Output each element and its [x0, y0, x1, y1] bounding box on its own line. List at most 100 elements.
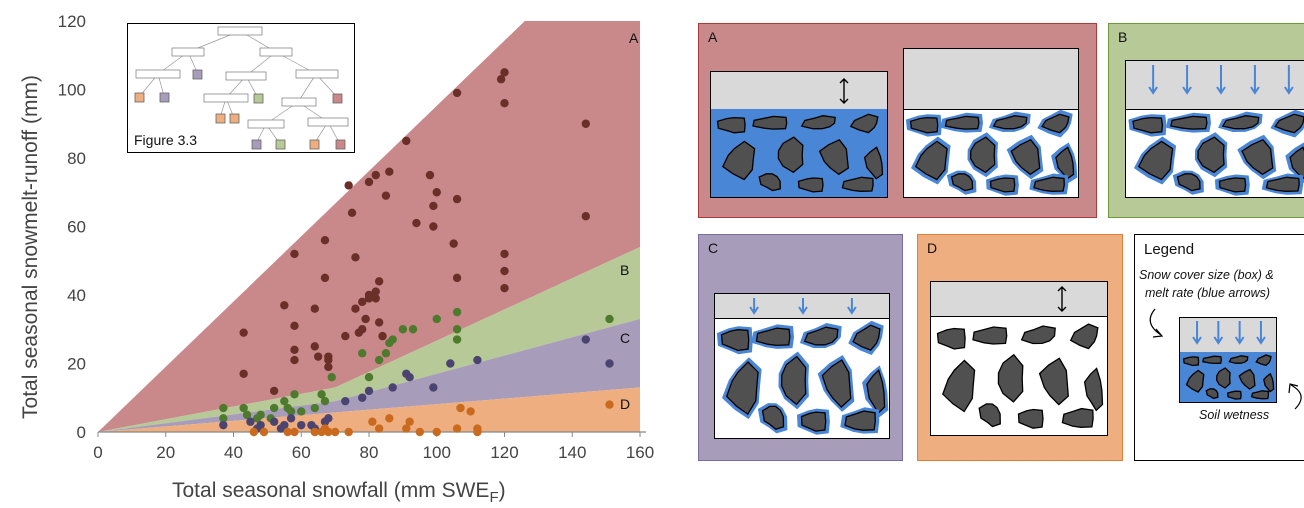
point-b [374, 355, 384, 365]
rock-particle [725, 361, 759, 416]
rock-particle [821, 359, 852, 409]
rock-particle [936, 327, 966, 350]
point-a [429, 222, 438, 231]
point-d [249, 427, 259, 437]
point-a [358, 325, 367, 334]
melt-arrows-icon [1148, 65, 1294, 95]
rock-particle [1182, 356, 1200, 367]
point-a [412, 218, 421, 228]
soil-wet-icon [711, 109, 887, 197]
point-a [324, 362, 333, 372]
point-d [283, 427, 292, 437]
point-d [456, 403, 465, 413]
point-b [358, 349, 367, 358]
rock-particle [1069, 323, 1099, 350]
point-d [385, 414, 394, 423]
point-a [425, 170, 435, 180]
point-c [405, 373, 414, 382]
rock-particle [1255, 354, 1272, 367]
melt-arrow [1256, 321, 1266, 345]
panel-a-pane-1 [710, 71, 888, 198]
panel-d-pane [930, 281, 1108, 436]
point-d [310, 427, 319, 437]
panel-d-label: D [927, 240, 938, 256]
point-b [242, 410, 252, 420]
rock-particle [720, 329, 750, 352]
point-d [368, 417, 377, 426]
x-tick-label: 20 [156, 443, 175, 462]
point-c [286, 414, 296, 423]
point-a [290, 321, 299, 331]
point-d [324, 427, 333, 437]
inset-decision-tree: Figure 3.3 [127, 23, 355, 153]
scatter-chart: 0 20 40 60 80 100 120 140 160 0 20 40 60 80 100 120 A B… [19, 12, 654, 506]
rock-particle [1185, 369, 1205, 393]
point-c [256, 420, 265, 430]
rock-particle [1238, 368, 1256, 390]
point-a [500, 266, 509, 276]
soil-partial-icon [716, 320, 889, 435]
x-tick-label: 60 [292, 443, 311, 462]
point-d [374, 424, 384, 433]
double-arrow-icon [839, 78, 849, 104]
point-a [429, 201, 438, 211]
point-a [581, 119, 590, 128]
soil-partial-icon [905, 109, 1078, 196]
point-b [408, 325, 418, 334]
point-b [290, 390, 299, 399]
soil-partial-icon [1128, 109, 1304, 196]
rock-particle [1227, 390, 1242, 400]
point-d [605, 400, 614, 409]
point-b [452, 325, 462, 334]
snow-cover-box [931, 282, 1107, 317]
point-b [310, 403, 319, 413]
point-c [446, 359, 455, 368]
point-a [432, 188, 441, 197]
x-tick-label: 160 [626, 443, 654, 462]
rock-particle [1010, 138, 1041, 176]
point-a [364, 177, 374, 187]
rock-particle [863, 146, 884, 180]
melt-arrow [1284, 65, 1294, 95]
region-label-d: D [620, 396, 630, 412]
point-d [405, 417, 414, 426]
point-c [605, 359, 614, 368]
legend-box: Legend Snow cover size (box) & melt rate… [1134, 234, 1304, 461]
rock-particle [1083, 367, 1104, 412]
point-b [280, 396, 289, 406]
panel-a-pane-2 [903, 48, 1079, 198]
region-b [98, 247, 640, 432]
soil-dry-icon [936, 323, 1104, 429]
point-c [388, 383, 397, 392]
region-d [98, 387, 640, 432]
rock-particle [758, 173, 781, 192]
rock-particle [1020, 325, 1056, 345]
point-a [239, 328, 248, 337]
point-a [385, 167, 394, 176]
soil-wet-icon [1180, 352, 1276, 402]
legend-pane [1179, 317, 1277, 403]
point-c [297, 420, 306, 430]
point-c [219, 420, 228, 430]
point-a [500, 68, 509, 77]
rock-particle [972, 326, 1008, 345]
panel-a-label: A [708, 29, 718, 45]
x-tick-label: 140 [558, 443, 586, 462]
point-a [310, 304, 319, 313]
point-c [581, 335, 590, 344]
rock-particle [942, 359, 976, 413]
rock-particle [1061, 407, 1094, 428]
point-d [432, 427, 441, 437]
point-c [364, 386, 374, 396]
point-a [496, 75, 506, 84]
point-a [581, 212, 590, 221]
point-b [398, 325, 408, 334]
panel-a: A [698, 23, 1097, 218]
rock-particle [969, 136, 996, 174]
rock-particle [797, 177, 824, 193]
panel-b-label: B [1118, 29, 1128, 45]
rock-particle [989, 177, 1016, 193]
point-b [432, 314, 441, 324]
x-tick-label: 0 [93, 443, 102, 462]
panel-d: D [917, 234, 1123, 461]
